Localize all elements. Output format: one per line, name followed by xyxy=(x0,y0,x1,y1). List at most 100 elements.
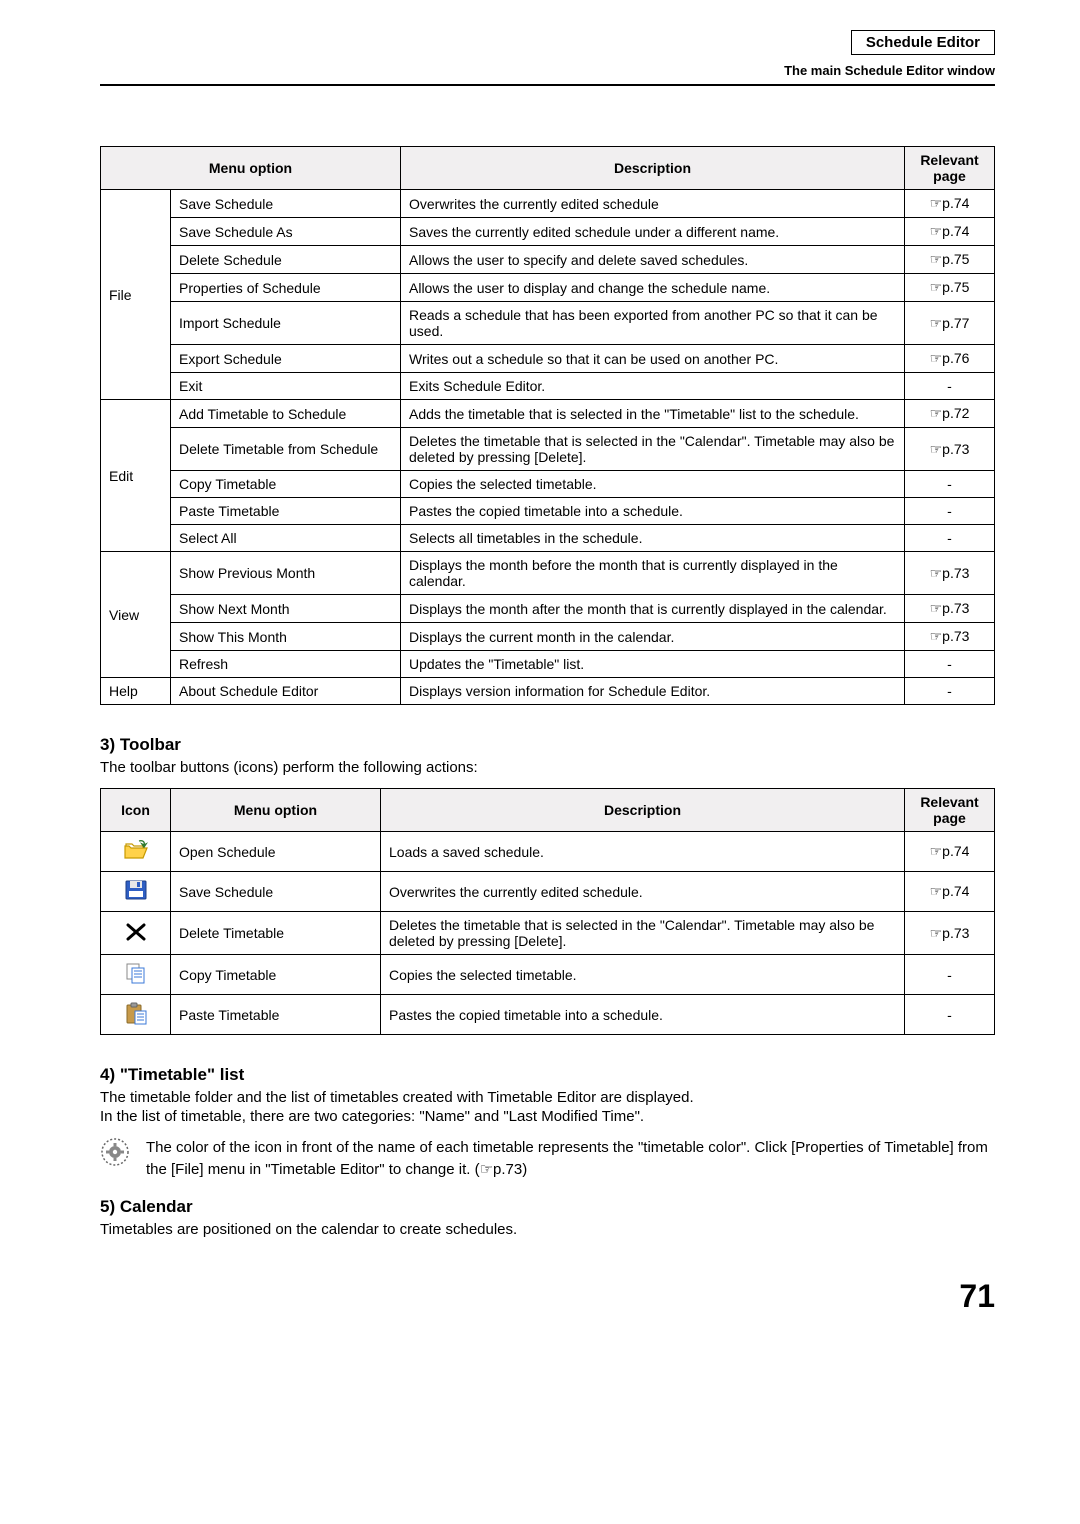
th-icon: Icon xyxy=(101,789,171,832)
section-5-p1: Timetables are positioned on the calenda… xyxy=(100,1221,995,1238)
menu-option-cell: Show This Month xyxy=(171,623,401,651)
description-cell: Exits Schedule Editor. xyxy=(401,373,905,400)
menu-option-cell: Properties of Schedule xyxy=(171,274,401,302)
table-row: Save ScheduleOverwrites the currently ed… xyxy=(101,872,995,912)
table-row: ViewShow Previous MonthDisplays the mont… xyxy=(101,552,995,595)
section-5-heading: 5) Calendar xyxy=(100,1197,995,1217)
description-cell: Allows the user to specify and delete sa… xyxy=(401,246,905,274)
section-4-p2: In the list of timetable, there are two … xyxy=(100,1108,995,1125)
menu-category-cell: Help xyxy=(101,678,171,705)
page-ref-cell: - xyxy=(905,678,995,705)
note-gear-icon xyxy=(100,1137,130,1172)
header-subtitle: The main Schedule Editor window xyxy=(100,63,995,78)
page-ref-cell: ☞p.75 xyxy=(905,274,995,302)
note-text: The color of the icon in front of the na… xyxy=(146,1137,995,1181)
table-row: Delete Timetable from ScheduleDeletes th… xyxy=(101,428,995,471)
menu-option-cell: Copy Timetable xyxy=(171,955,381,995)
menu-option-cell: Add Timetable to Schedule xyxy=(171,400,401,428)
menu-category-cell: View xyxy=(101,552,171,678)
description-cell: Loads a saved schedule. xyxy=(381,832,905,872)
description-cell: Saves the currently edited schedule unde… xyxy=(401,218,905,246)
menu-option-cell: Show Previous Month xyxy=(171,552,401,595)
th-description: Description xyxy=(401,147,905,190)
menu-option-cell: Refresh xyxy=(171,651,401,678)
th-description: Description xyxy=(381,789,905,832)
menu-option-cell: Import Schedule xyxy=(171,302,401,345)
description-cell: Displays the month before the month that… xyxy=(401,552,905,595)
description-cell: Pastes the copied timetable into a sched… xyxy=(401,498,905,525)
page-ref-cell: ☞p.74 xyxy=(905,190,995,218)
description-cell: Displays version information for Schedul… xyxy=(401,678,905,705)
section-3-heading: 3) Toolbar xyxy=(100,735,995,755)
description-cell: Displays the current month in the calend… xyxy=(401,623,905,651)
description-cell: Displays the month after the month that … xyxy=(401,595,905,623)
table-row: Properties of ScheduleAllows the user to… xyxy=(101,274,995,302)
menu-option-cell: Save Schedule xyxy=(171,872,381,912)
description-cell: Deletes the timetable that is selected i… xyxy=(401,428,905,471)
toolbar-table: Icon Menu option Description Relevant pa… xyxy=(100,788,995,1035)
page-ref-cell: - xyxy=(905,955,995,995)
menu-option-cell: Export Schedule xyxy=(171,345,401,373)
table-row: Delete ScheduleAllows the user to specif… xyxy=(101,246,995,274)
table-row: EditAdd Timetable to ScheduleAdds the ti… xyxy=(101,400,995,428)
table-row: HelpAbout Schedule EditorDisplays versio… xyxy=(101,678,995,705)
description-cell: Overwrites the currently edited schedule xyxy=(401,190,905,218)
table-row: Save Schedule AsSaves the currently edit… xyxy=(101,218,995,246)
page-ref-cell: ☞p.74 xyxy=(905,832,995,872)
th-menu-option: Menu option xyxy=(171,789,381,832)
description-cell: Overwrites the currently edited schedule… xyxy=(381,872,905,912)
delete-icon xyxy=(101,912,171,955)
menu-option-cell: Select All xyxy=(171,525,401,552)
description-cell: Copies the selected timetable. xyxy=(381,955,905,995)
menu-option-cell: Show Next Month xyxy=(171,595,401,623)
page-ref-cell: ☞p.73 xyxy=(905,623,995,651)
table-row: Delete TimetableDeletes the timetable th… xyxy=(101,912,995,955)
menu-option-cell: Save Schedule As xyxy=(171,218,401,246)
table-row: Copy TimetableCopies the selected timeta… xyxy=(101,955,995,995)
menu-option-cell: Exit xyxy=(171,373,401,400)
table-row: Import ScheduleReads a schedule that has… xyxy=(101,302,995,345)
menu-option-cell: Open Schedule xyxy=(171,832,381,872)
page-ref-cell: ☞p.77 xyxy=(905,302,995,345)
menu-option-cell: Save Schedule xyxy=(171,190,401,218)
description-cell: Copies the selected timetable. xyxy=(401,471,905,498)
header-rule xyxy=(100,84,995,86)
page-ref-cell: ☞p.72 xyxy=(905,400,995,428)
th-relevant-page: Relevant page xyxy=(905,147,995,190)
table-row: Open ScheduleLoads a saved schedule.☞p.7… xyxy=(101,832,995,872)
description-cell: Deletes the timetable that is selected i… xyxy=(381,912,905,955)
description-cell: Pastes the copied timetable into a sched… xyxy=(381,995,905,1035)
table-row: Paste TimetablePastes the copied timetab… xyxy=(101,995,995,1035)
save-icon xyxy=(101,872,171,912)
menu-option-cell: Delete Schedule xyxy=(171,246,401,274)
description-cell: Allows the user to display and change th… xyxy=(401,274,905,302)
page-ref-cell: - xyxy=(905,373,995,400)
paste-icon xyxy=(101,995,171,1035)
description-cell: Writes out a schedule so that it can be … xyxy=(401,345,905,373)
description-cell: Updates the "Timetable" list. xyxy=(401,651,905,678)
table-header-row: Menu option Description Relevant page xyxy=(101,147,995,190)
header-title-box: Schedule Editor xyxy=(851,30,995,55)
menu-category-cell: File xyxy=(101,190,171,400)
menu-option-cell: Delete Timetable xyxy=(171,912,381,955)
table-row: RefreshUpdates the "Timetable" list.- xyxy=(101,651,995,678)
page-ref-cell: ☞p.75 xyxy=(905,246,995,274)
table-row: ExitExits Schedule Editor.- xyxy=(101,373,995,400)
page-ref-cell: - xyxy=(905,525,995,552)
page-ref-cell: - xyxy=(905,995,995,1035)
menu-options-table: Menu option Description Relevant page Fi… xyxy=(100,146,995,705)
table-row: Paste TimetablePastes the copied timetab… xyxy=(101,498,995,525)
table-row: Show This MonthDisplays the current mont… xyxy=(101,623,995,651)
description-cell: Adds the timetable that is selected in t… xyxy=(401,400,905,428)
page-ref-cell: - xyxy=(905,498,995,525)
th-relevant-page: Relevant page xyxy=(905,789,995,832)
page-ref-cell: - xyxy=(905,651,995,678)
page-number: 71 xyxy=(100,1278,995,1315)
section-3-intro: The toolbar buttons (icons) perform the … xyxy=(100,759,995,776)
menu-option-cell: Copy Timetable xyxy=(171,471,401,498)
table-row: Select AllSelects all timetables in the … xyxy=(101,525,995,552)
description-cell: Selects all timetables in the schedule. xyxy=(401,525,905,552)
copy-icon xyxy=(101,955,171,995)
table-header-row: Icon Menu option Description Relevant pa… xyxy=(101,789,995,832)
table-row: Copy TimetableCopies the selected timeta… xyxy=(101,471,995,498)
